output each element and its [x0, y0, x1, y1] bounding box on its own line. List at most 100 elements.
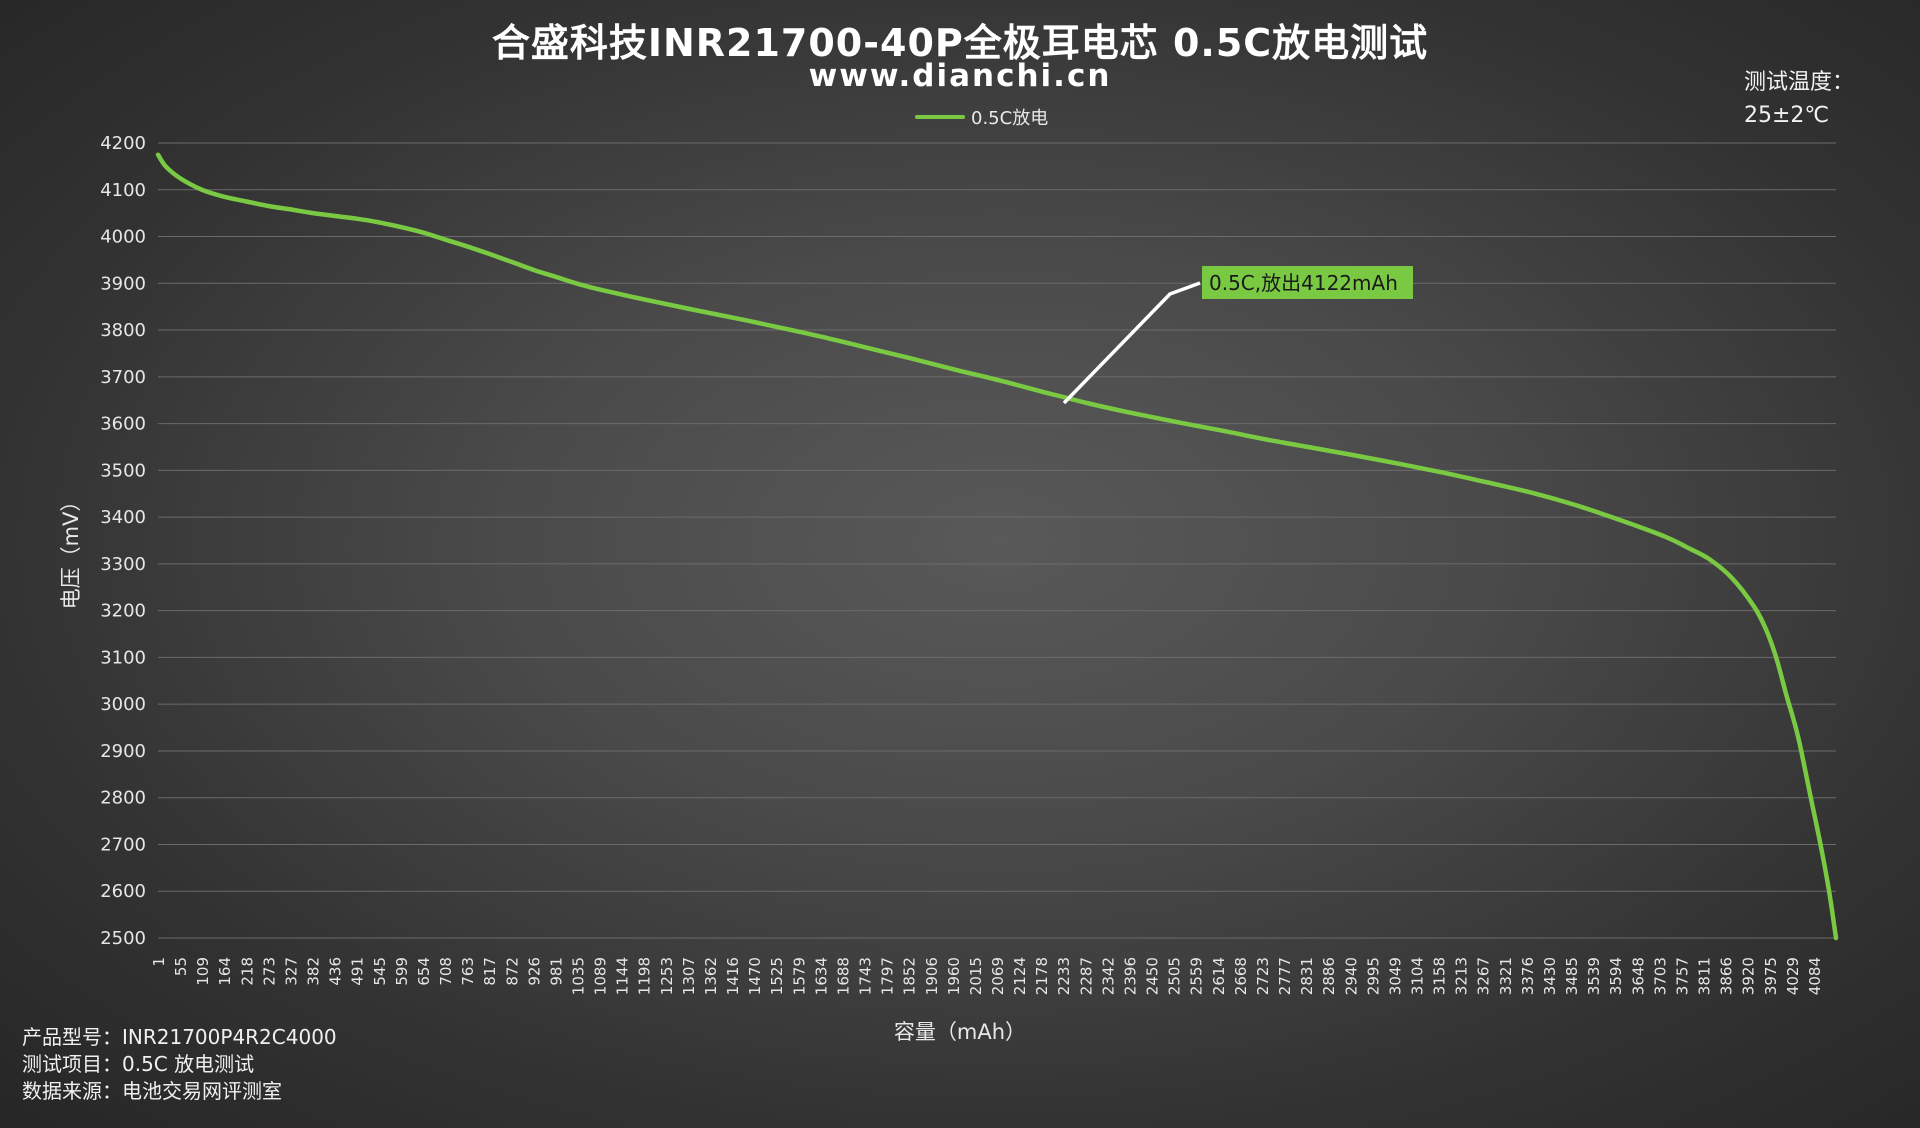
x-tick-label: 3049 — [1386, 957, 1404, 995]
x-tick-label: 2342 — [1099, 957, 1117, 995]
x-tick-label: 3975 — [1762, 957, 1780, 995]
x-tick-label: 872 — [503, 957, 521, 986]
x-tick-label: 2287 — [1077, 957, 1095, 995]
x-tick-label: 3430 — [1541, 957, 1559, 995]
x-tick-label: 1743 — [857, 957, 875, 995]
x-tick-label: 3648 — [1629, 957, 1647, 995]
y-tick-label: 3200 — [100, 601, 146, 622]
x-tick-label: 382 — [305, 957, 323, 986]
chart-title: 合盛科技INR21700-40P全极耳电芯 0.5C放电测试 — [491, 21, 1429, 65]
x-tick-label: 3703 — [1651, 957, 1669, 995]
chart-subtitle: www.dianchi.cn — [808, 58, 1112, 94]
x-axis-label: 容量（mAh） — [893, 1020, 1027, 1044]
y-tick-label: 3000 — [100, 694, 146, 715]
x-tick-label: 1470 — [746, 957, 764, 995]
x-tick-label: 1416 — [724, 957, 742, 995]
x-tick-label: 654 — [415, 957, 433, 986]
y-tick-label: 4100 — [100, 180, 146, 201]
callout-label: 0.5C,放出4122mAh — [1209, 271, 1398, 295]
x-tick-label: 3158 — [1431, 957, 1449, 995]
test-temperature-value: 25±2℃ — [1744, 103, 1830, 128]
footer-info: 产品型号：INR21700P4R2C4000 测试项目：0.5C 放电测试 数据… — [22, 1024, 337, 1105]
x-tick-label: 3213 — [1453, 957, 1471, 995]
y-tick-label: 4000 — [100, 227, 146, 248]
legend-swatch — [915, 115, 965, 119]
x-tick-label: 2831 — [1298, 957, 1316, 995]
x-tick-label: 3267 — [1475, 957, 1493, 995]
x-tick-label: 2940 — [1342, 957, 1360, 995]
x-tick-label: 436 — [327, 957, 345, 986]
x-tick-label: 3485 — [1563, 957, 1581, 995]
x-tick-label: 2995 — [1364, 957, 1382, 995]
y-tick-label: 2900 — [100, 741, 146, 762]
x-tick-label: 1960 — [945, 957, 963, 995]
x-tick-label: 1307 — [680, 957, 698, 995]
x-tick-label: 2450 — [1144, 957, 1162, 995]
x-tick-label: 1253 — [658, 957, 676, 995]
x-tick-label: 763 — [459, 957, 477, 986]
callout-box — [1202, 266, 1413, 299]
x-tick-label: 2777 — [1276, 957, 1294, 995]
x-tick-label: 2178 — [1033, 957, 1051, 995]
x-tick-label: 3376 — [1519, 957, 1537, 995]
x-tick-label: 1089 — [592, 957, 610, 995]
x-tick-label: 1634 — [812, 957, 830, 995]
y-tick-label: 3900 — [100, 273, 146, 294]
y-axis-label: 电压（mV） — [59, 490, 83, 610]
x-tick-label: 1688 — [834, 957, 852, 995]
x-tick-label: 1906 — [923, 957, 941, 995]
x-tick-label: 3539 — [1585, 957, 1603, 995]
x-tick-label: 2396 — [1121, 957, 1139, 995]
x-tick-label: 2723 — [1254, 957, 1272, 995]
x-tick-label: 3104 — [1409, 957, 1427, 995]
y-tick-label: 3500 — [100, 460, 146, 481]
x-tick-label: 327 — [282, 957, 300, 986]
x-tick-label: 3866 — [1718, 957, 1736, 995]
x-tick-label: 1579 — [790, 957, 808, 995]
footer-model-label: 产品型号： — [22, 1025, 122, 1049]
legend: 0.5C放电 — [915, 104, 1048, 130]
x-tick-label: 109 — [194, 957, 212, 986]
x-tick-label: 218 — [238, 957, 256, 986]
x-tick-label: 1525 — [768, 957, 786, 995]
x-tick-label: 2886 — [1320, 957, 1338, 995]
footer-model-value: INR21700P4R2C4000 — [122, 1025, 337, 1049]
x-tick-label: 2614 — [1210, 957, 1228, 995]
y-tick-label: 3800 — [100, 320, 146, 341]
footer-line-model: 产品型号：INR21700P4R2C4000 — [22, 1024, 337, 1051]
x-tick-label: 926 — [525, 957, 543, 986]
x-tick-label: 1797 — [879, 957, 897, 995]
x-tick-label: 273 — [260, 957, 278, 986]
legend-label: 0.5C放电 — [971, 108, 1049, 129]
footer-test-label: 测试项目： — [22, 1052, 122, 1076]
x-tick-label: 3594 — [1607, 957, 1625, 995]
y-tick-label: 4200 — [100, 133, 146, 154]
x-tick-label: 1852 — [901, 957, 919, 995]
test-temperature-label: 测试温度： — [1744, 70, 1855, 95]
footer-test-value: 0.5C 放电测试 — [122, 1052, 255, 1076]
x-tick-label: 2233 — [1055, 957, 1073, 995]
y-tick-label: 3300 — [100, 554, 146, 575]
x-tick-label: 491 — [349, 957, 367, 986]
x-tick-label: 3811 — [1696, 957, 1714, 995]
x-tick-label: 3757 — [1673, 957, 1691, 995]
x-tick-label: 1 — [150, 957, 168, 967]
y-tick-label: 3100 — [100, 647, 146, 668]
x-tick-label: 1144 — [614, 957, 632, 995]
x-tick-label: 2668 — [1232, 957, 1250, 995]
y-tick-label: 2600 — [100, 881, 146, 902]
x-tick-label: 2069 — [989, 957, 1007, 995]
footer-line-source: 数据来源：电池交易网评测室 — [22, 1078, 337, 1105]
x-tick-label: 817 — [481, 957, 499, 986]
x-tick-label: 4084 — [1806, 957, 1824, 995]
x-tick-label: 164 — [216, 957, 234, 986]
x-tick-label: 981 — [547, 957, 565, 986]
x-tick-label: 1198 — [636, 957, 654, 995]
x-tick-label: 1035 — [570, 957, 588, 995]
y-tick-label: 3400 — [100, 507, 146, 528]
x-tick-label: 3321 — [1497, 957, 1515, 995]
test-temperature: 测试温度： 25±2℃ — [1744, 66, 1854, 132]
y-tick-label: 3600 — [100, 414, 146, 435]
x-tick-label: 545 — [371, 957, 389, 986]
x-tick-label: 3920 — [1740, 957, 1758, 995]
